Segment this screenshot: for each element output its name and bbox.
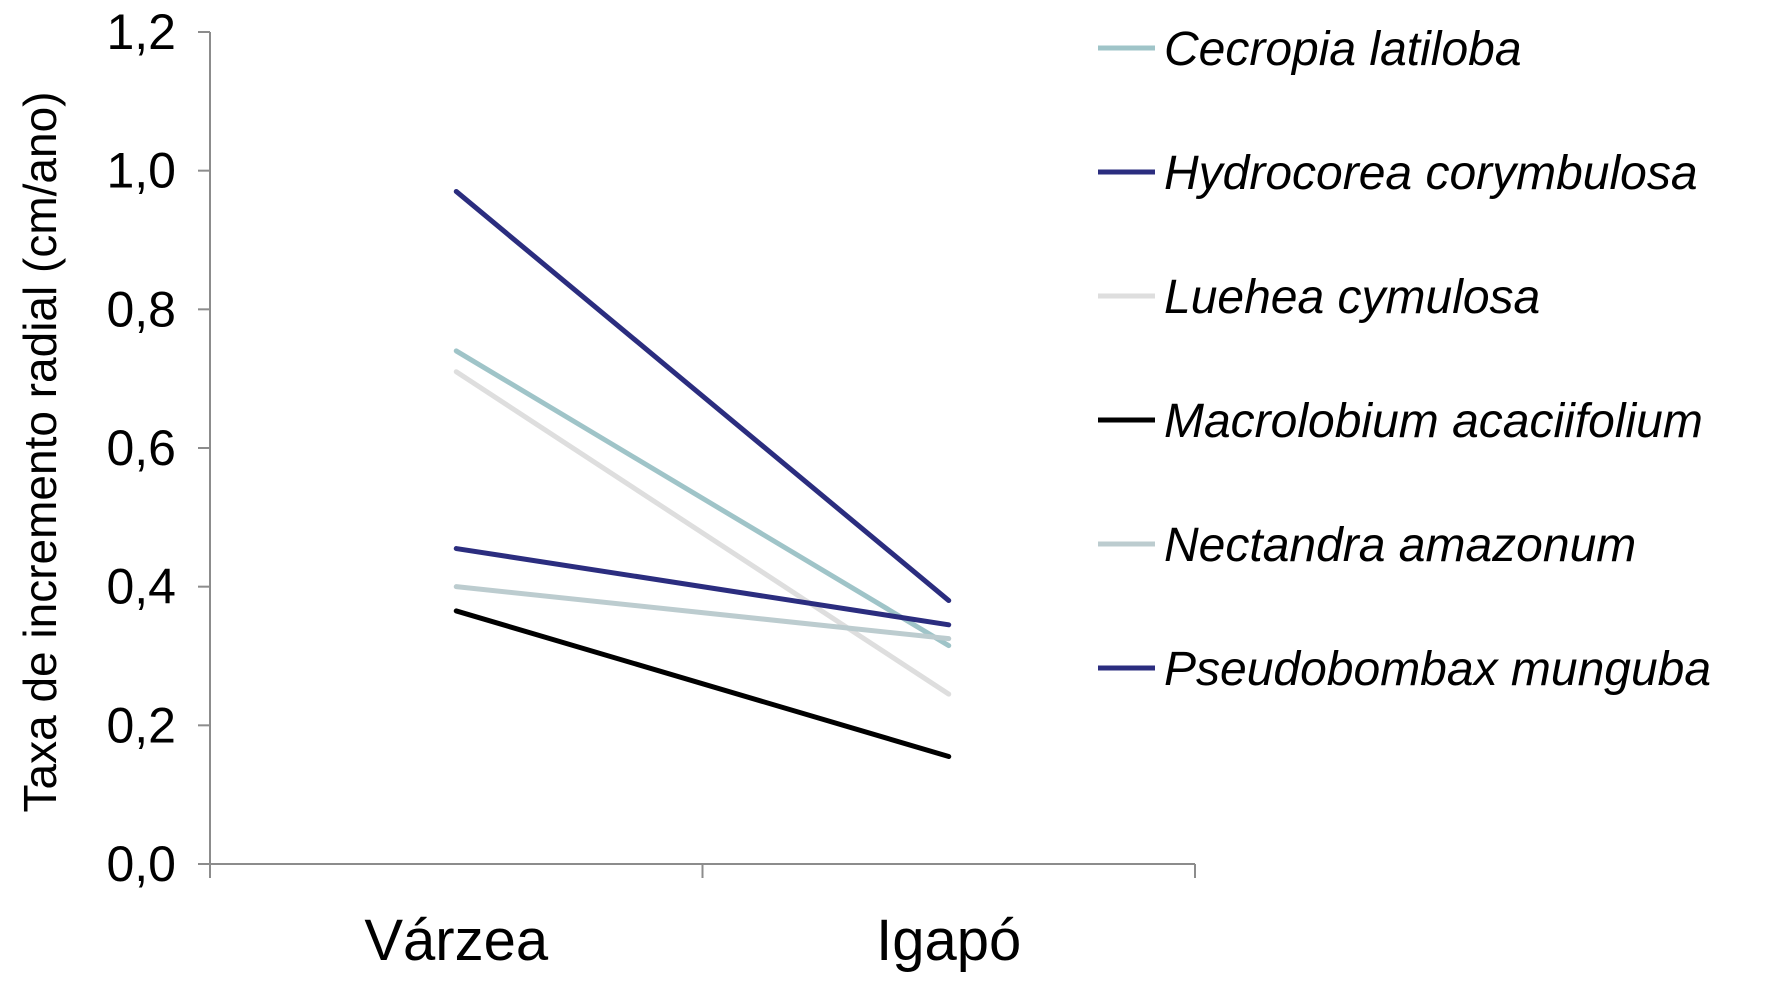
legend-label: Hydrocorea corymbulosa (1164, 147, 1698, 200)
legend-label: Pseudobombax munguba (1164, 643, 1711, 696)
series-line (453, 369, 952, 697)
legend-label: Macrolobium acaciifolium (1164, 395, 1703, 448)
series-line (453, 188, 952, 604)
legend-label: Cecropia latiloba (1164, 23, 1522, 76)
y-tick-label: 0,0 (106, 836, 176, 892)
y-tick-label: 1,0 (106, 143, 176, 199)
series-line (453, 584, 952, 642)
y-tick-label: 0,8 (106, 281, 176, 337)
legend-label: Nectandra amazonum (1164, 519, 1636, 572)
legend: Cecropia latiloba Hydrocorea corymbulosa L… (1098, 23, 1711, 696)
y-tick-label: 0,4 (106, 559, 176, 615)
x-axis: Várzea Igapó (209, 863, 1196, 973)
y-tick-label: 1,2 (106, 4, 176, 60)
legend-label: Luehea cymulosa (1164, 271, 1540, 324)
series-line (453, 546, 952, 628)
y-tick-label: 0,2 (106, 697, 176, 753)
x-category-label: Igapó (876, 908, 1021, 973)
y-tick-label: 0,6 (106, 420, 176, 476)
series-line (453, 608, 952, 760)
series-lines (453, 188, 952, 760)
series-line (453, 348, 952, 649)
x-category-label: Várzea (364, 908, 549, 973)
y-axis: 0,0 0,2 0,4 0,6 0,8 1,0 1,2 (106, 4, 211, 892)
y-axis-title: Taxa de incremento radial (cm/ano) (14, 92, 66, 813)
